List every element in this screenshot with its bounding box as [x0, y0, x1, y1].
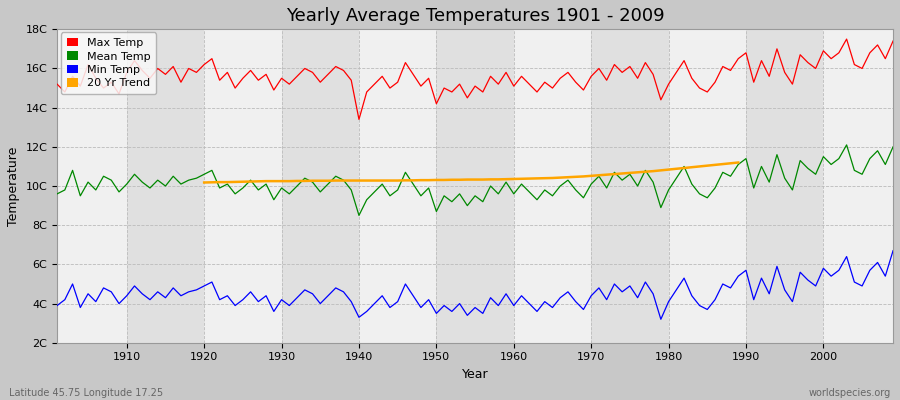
Text: Latitude 45.75 Longitude 17.25: Latitude 45.75 Longitude 17.25: [9, 388, 163, 398]
Bar: [57, 29, 127, 343]
Bar: [746, 29, 824, 343]
Bar: [669, 29, 746, 343]
Legend: Max Temp, Mean Temp, Min Temp, 20 Yr Trend: Max Temp, Mean Temp, Min Temp, 20 Yr Tre…: [61, 32, 156, 94]
Bar: [359, 29, 436, 343]
Title: Yearly Average Temperatures 1901 - 2009: Yearly Average Temperatures 1901 - 2009: [286, 7, 664, 25]
Bar: [514, 29, 591, 343]
Y-axis label: Temperature: Temperature: [7, 146, 20, 226]
X-axis label: Year: Year: [462, 368, 489, 381]
Bar: [127, 29, 204, 343]
Bar: [436, 29, 514, 343]
Bar: [824, 29, 893, 343]
Text: worldspecies.org: worldspecies.org: [809, 388, 891, 398]
Bar: [591, 29, 669, 343]
Bar: [282, 29, 359, 343]
Bar: [204, 29, 282, 343]
